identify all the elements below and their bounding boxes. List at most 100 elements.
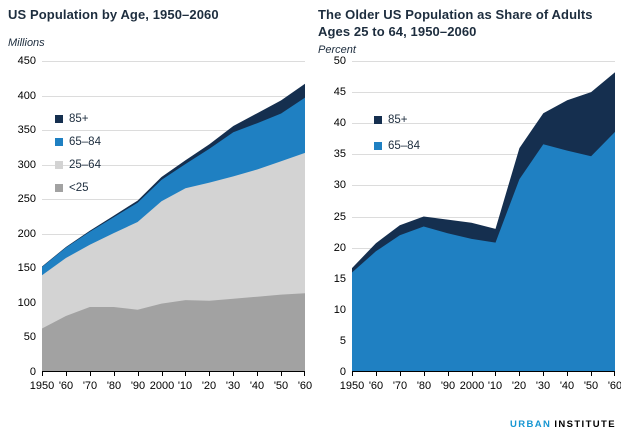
x-axis-tick: [448, 372, 449, 376]
y-tick-label: 5: [339, 334, 346, 347]
x-tick-label: '60: [58, 380, 74, 392]
x-axis-tick: [472, 372, 473, 376]
y-tick-label: 25: [333, 210, 346, 223]
y-tick-label: 100: [17, 296, 36, 309]
legend-item: 65–84: [55, 130, 101, 153]
x-tick-label: '40: [559, 380, 575, 392]
legend-swatch: [374, 142, 382, 150]
x-tick-label: '30: [225, 380, 241, 392]
chart-title: US Population by Age, 1950–2060: [8, 7, 219, 22]
y-axis-tick-labels: 50 45 40 35 30 25 20 15 10 5 0: [318, 55, 346, 378]
y-axis-unit-label: Millions: [8, 37, 45, 49]
x-tick-label: '90: [130, 380, 146, 392]
x-tick-label: '10: [487, 380, 503, 392]
x-axis-tick-labels: 1950'60'70'80'90 2000'10'20'30'40'50'60: [30, 380, 312, 394]
x-tick-label: '20: [511, 380, 527, 392]
y-tick-label: 50: [333, 55, 346, 67]
y-tick-label: 20: [333, 241, 346, 254]
y-tick-label: 200: [17, 227, 36, 240]
x-axis-tick: [281, 372, 282, 376]
y-tick-label: 0: [339, 366, 346, 378]
legend-swatch: [374, 116, 382, 124]
x-axis-tick: [352, 372, 353, 376]
x-tick-label: 2000: [149, 380, 175, 392]
x-tick-label: '60: [368, 380, 384, 392]
x-axis-tick: [400, 372, 401, 376]
x-axis-tick: [90, 372, 91, 376]
x-axis-line: [42, 371, 305, 372]
gridline: [352, 217, 615, 218]
x-tick-label: 2000: [459, 380, 485, 392]
y-tick-label: 15: [333, 272, 346, 285]
older-share-chart-panel: The Older US Population as Share of Adul…: [318, 6, 621, 406]
x-axis-tick: [543, 372, 544, 376]
gridline: [352, 123, 615, 124]
x-axis-tick: [185, 372, 186, 376]
legend-swatch: [55, 160, 63, 169]
legend-item: 65–84: [374, 133, 420, 159]
x-tick-label: '30: [535, 380, 551, 392]
legend-label: 25–64: [69, 158, 101, 171]
stacked-area-chart: [42, 83, 305, 372]
x-axis-tick: [495, 372, 496, 376]
y-tick-label: 350: [17, 124, 36, 137]
y-tick-label: 450: [17, 55, 36, 67]
x-axis-ticks: [42, 61, 305, 376]
x-tick-label: '40: [249, 380, 265, 392]
y-axis-unit-label: Percent: [318, 44, 356, 56]
legend-item: 85+: [374, 107, 420, 133]
legend-swatch: [55, 137, 63, 146]
legend-label: 85+: [69, 112, 89, 125]
x-tick-label: 1950: [29, 380, 55, 392]
logo-word-institute: INSTITUTE: [554, 419, 616, 430]
y-tick-label: 35: [333, 148, 346, 161]
x-tick-label: '70: [82, 380, 98, 392]
y-axis-tick-labels: 450 400 350 300 250 200 150 100 50 0: [8, 55, 36, 378]
x-axis-line: [352, 371, 615, 372]
x-axis-tick: [591, 372, 592, 376]
x-axis-tick: [233, 372, 234, 376]
plot-area: 85+ 65–84: [352, 61, 615, 376]
legend-item: <25: [55, 176, 101, 199]
x-axis-tick: [66, 372, 67, 376]
y-tick-label: 300: [17, 158, 36, 171]
legend-swatch: [55, 183, 63, 192]
y-tick-label: 250: [17, 193, 36, 206]
y-tick-label: 10: [333, 303, 346, 316]
area-<25: [42, 293, 305, 372]
legend: 85+ 65–84: [374, 107, 420, 159]
x-tick-label: '50: [273, 380, 289, 392]
legend: 85+ 65–84 25–64 <25: [55, 107, 101, 199]
legend-item: 25–64: [55, 153, 101, 176]
x-tick-label: '10: [177, 380, 193, 392]
area-65-84: [352, 131, 615, 372]
gridline: [352, 154, 615, 155]
y-tick-label: 45: [333, 86, 346, 99]
y-tick-label: 150: [17, 262, 36, 275]
x-axis-tick: [42, 372, 43, 376]
gridline: [42, 130, 305, 131]
x-tick-label: '20: [201, 380, 217, 392]
x-axis-tick: [304, 372, 305, 376]
y-tick-label: 30: [333, 179, 346, 192]
gridline: [42, 61, 305, 62]
chart-title: The Older US Population as Share of Adul…: [318, 7, 593, 39]
x-tick-label: '80: [416, 380, 432, 392]
plot-area: 85+ 65–84 25–64 <25: [42, 61, 305, 376]
x-tick-label: '90: [440, 380, 456, 392]
stacked-area-chart: [352, 72, 615, 372]
urban-institute-logo: URBAN INSTITUTE: [510, 419, 616, 430]
y-tick-label: 400: [17, 89, 36, 102]
x-tick-label: '60: [297, 380, 313, 392]
x-axis-tick: [209, 372, 210, 376]
x-axis-tick: [162, 372, 163, 376]
population-by-age-chart-panel: US Population by Age, 1950–2060 Millions…: [8, 6, 312, 406]
x-axis-tick: [567, 372, 568, 376]
y-tick-label: 0: [29, 366, 36, 378]
x-tick-label: '60: [607, 380, 621, 392]
gridline: [352, 92, 615, 93]
gridline: [42, 96, 305, 97]
x-axis-tick: [257, 372, 258, 376]
x-tick-label: '70: [392, 380, 408, 392]
x-axis-tick: [138, 372, 139, 376]
